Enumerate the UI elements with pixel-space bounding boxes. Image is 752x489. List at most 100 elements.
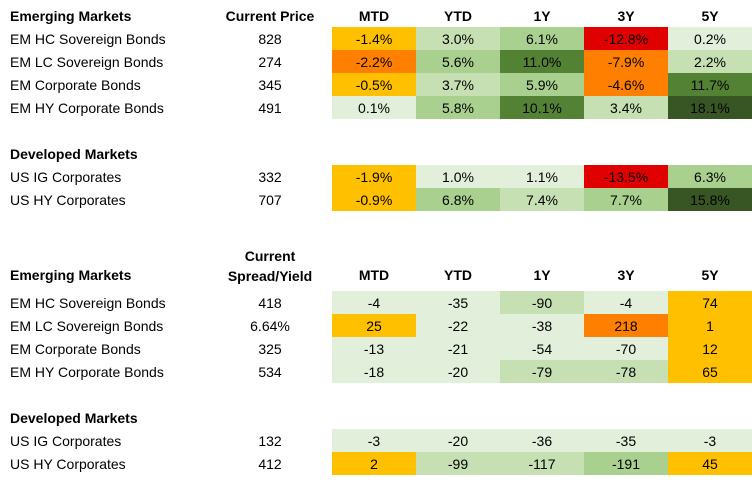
heat-cell: -36 (500, 429, 584, 452)
section-title-emerging-markets: Emerging Markets (10, 7, 132, 24)
heat-cell: 74 (668, 291, 752, 314)
table-row: EM Corporate Bonds 345 -0.5% 3.7% 5.9% -4.6% 1… (3, 73, 752, 96)
heat-cell: 218 (584, 314, 668, 337)
heat-cell: 5.6% (416, 50, 500, 73)
row-current-value: 345 (258, 76, 282, 93)
spread-yield-table: Emerging Markets Current Spread/Yield MT… (3, 241, 752, 475)
heat-cell: -3 (332, 429, 416, 452)
section-title-row: Developed Markets (3, 406, 752, 429)
heat-cell: 7.4% (500, 188, 584, 211)
row-name: EM HC Sovereign Bonds (10, 30, 166, 47)
heat-cell: -22 (416, 314, 500, 337)
row-current-value: 325 (258, 340, 282, 357)
heat-cell: -20 (416, 360, 500, 383)
row-current-value: 707 (258, 191, 282, 208)
heat-cell: 2 (332, 452, 416, 475)
heat-cell: -0.5% (332, 73, 416, 96)
section-title-developed-markets: Developed Markets (10, 145, 138, 162)
heat-cell: -3 (668, 429, 752, 452)
column-header-5y: 5Y (701, 267, 719, 283)
heat-cell: -20 (416, 429, 500, 452)
heat-cell: 2.2% (668, 50, 752, 73)
row-name: US HY Corporates (10, 191, 126, 208)
row-current-value: 491 (258, 99, 282, 116)
heat-cell: 0.2% (668, 27, 752, 50)
column-header-ytd: YTD (444, 7, 472, 24)
column-header-line: Spread/Yield (227, 268, 313, 284)
section-title-developed-markets: Developed Markets (10, 409, 138, 426)
table-row: EM HC Sovereign Bonds 828 -1.4% 3.0% 6.1% -12… (3, 27, 752, 50)
row-name: EM Corporate Bonds (10, 76, 141, 93)
heat-cell: 45 (668, 452, 752, 475)
heat-cell: -79 (500, 360, 584, 383)
table-row: EM HY Corporate Bonds 534 -18 -20 -79 -78 65 (3, 360, 752, 383)
heat-cell: -70 (584, 337, 668, 360)
heat-cell: -1.4% (332, 27, 416, 50)
table-row: EM HY Corporate Bonds 491 0.1% 5.8% 10.1% 3.4… (3, 96, 752, 119)
column-header-current-price: Current Price (225, 7, 315, 24)
heat-cell: -4.6% (584, 73, 668, 96)
section-title-emerging-markets: Emerging Markets (10, 267, 132, 283)
table-row: US HY Corporates 707 -0.9% 6.8% 7.4% 7.7% 15.8… (3, 188, 752, 211)
table-row: EM LC Sovereign Bonds 274 -2.2% 5.6% 11.0% -7… (3, 50, 752, 73)
row-current-value: 534 (258, 363, 282, 380)
heat-cell: -7.9% (584, 50, 668, 73)
heat-cell: -78 (584, 360, 668, 383)
heat-cell: 1 (668, 314, 752, 337)
section-title-row: Developed Markets (3, 142, 752, 165)
heat-cell: -12.8% (584, 27, 668, 50)
heat-cell: -99 (416, 452, 500, 475)
row-name: EM HC Sovereign Bonds (10, 294, 166, 311)
heat-cell: -2.2% (332, 50, 416, 73)
heat-cell: -54 (500, 337, 584, 360)
heat-cell: 18.1% (668, 96, 752, 119)
spacer-row (3, 119, 752, 142)
heat-cell: -117 (500, 452, 584, 475)
heat-cell: 3.4% (584, 96, 668, 119)
heat-cell: -35 (416, 291, 500, 314)
heat-cell: -18 (332, 360, 416, 383)
heat-cell: -1.9% (332, 165, 416, 188)
column-header-ytd: YTD (444, 267, 472, 283)
column-header-1y: 1Y (533, 267, 551, 283)
row-name: EM LC Sovereign Bonds (10, 53, 164, 70)
row-current-value: 132 (258, 432, 282, 449)
heat-cell: 3.0% (416, 27, 500, 50)
heat-cell: -38 (500, 314, 584, 337)
row-current-value: 332 (258, 168, 282, 185)
table-row: US IG Corporates 132 -3 -20 -36 -35 -3 (3, 429, 752, 452)
heat-cell: -4 (332, 291, 416, 314)
heat-cell: -13 (332, 337, 416, 360)
heat-cell: -4 (584, 291, 668, 314)
heat-cell: -90 (500, 291, 584, 314)
heat-cell: 6.1% (500, 27, 584, 50)
row-name: EM Corporate Bonds (10, 340, 141, 357)
column-header-3y: 3Y (617, 267, 635, 283)
table-row: EM LC Sovereign Bonds 6.64% 25 -22 -38 218 1 (3, 314, 752, 337)
column-header-3y: 3Y (617, 7, 635, 24)
column-header-5y: 5Y (701, 7, 719, 24)
spacer-row (3, 383, 752, 406)
column-header-line: Current (244, 248, 296, 264)
table-row: US HY Corporates 412 2 -99 -117 -191 45 (3, 452, 752, 475)
heat-cell: 0.1% (332, 96, 416, 119)
column-header-mtd: MTD (358, 7, 390, 24)
heat-cell: 3.7% (416, 73, 500, 96)
heat-cell: 7.7% (584, 188, 668, 211)
column-header-mtd: MTD (358, 267, 390, 283)
row-current-value: 828 (258, 30, 282, 47)
row-current-value: 418 (258, 294, 282, 311)
heat-cell: 25 (332, 314, 416, 337)
heat-cell: 5.8% (416, 96, 500, 119)
table-row: EM Corporate Bonds 325 -13 -21 -54 -70 12 (3, 337, 752, 360)
row-current-value: 6.64% (250, 317, 290, 334)
heat-cell: -35 (584, 429, 668, 452)
column-header-current-spread-yield: Current Spread/Yield (208, 241, 332, 291)
heat-cell: 1.0% (416, 165, 500, 188)
table-row: EM HC Sovereign Bonds 418 -4 -35 -90 -4 74 (3, 291, 752, 314)
row-current-value: 274 (258, 53, 282, 70)
table-header-row: Emerging Markets Current Spread/Yield MT… (3, 241, 752, 291)
heat-cell: 11.7% (668, 73, 752, 96)
heat-cell: 65 (668, 360, 752, 383)
